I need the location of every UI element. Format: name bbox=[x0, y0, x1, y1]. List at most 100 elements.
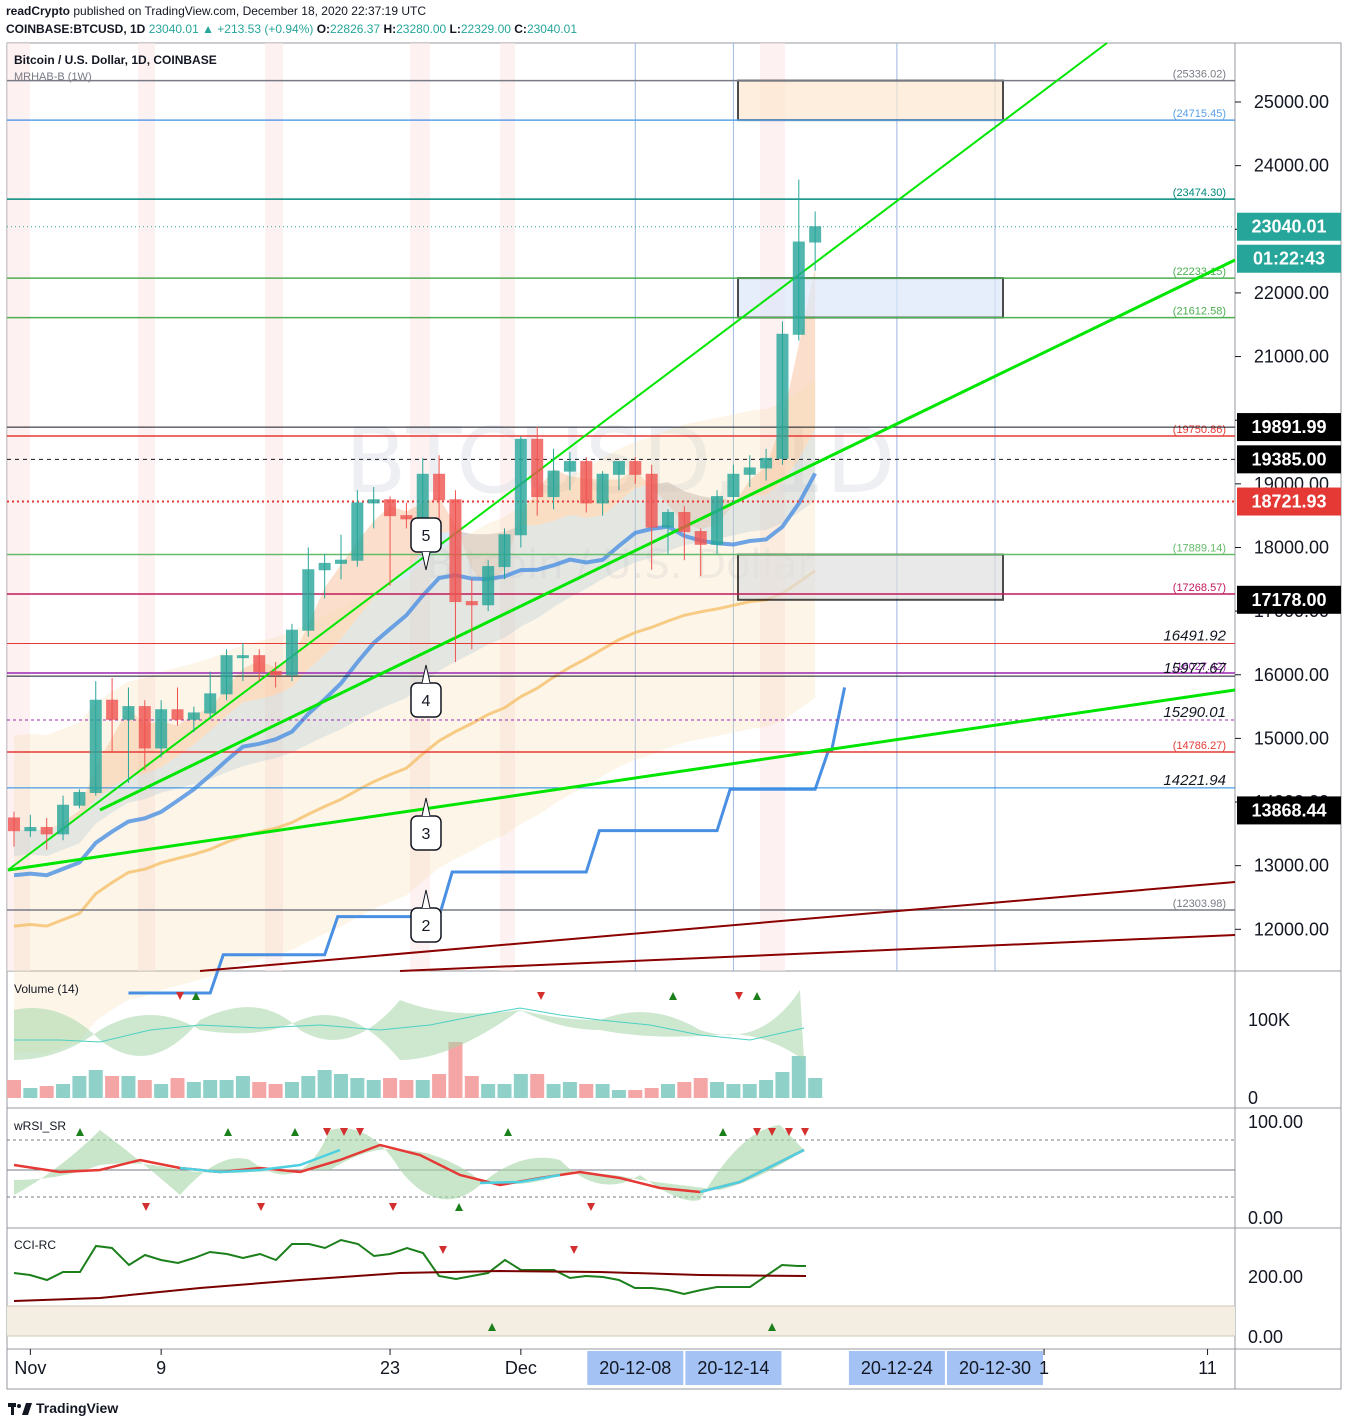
wrsi-line-cyan-1 bbox=[179, 1148, 341, 1174]
candle-body-43 bbox=[711, 496, 724, 545]
time-axis[interactable]: 20-12-08 20-12-14 20-12-24 20-12-30 Nov 9 23 De… bbox=[14, 1349, 1217, 1385]
candle-body-40 bbox=[662, 511, 674, 528]
mid-ma-cloud bbox=[14, 428, 816, 857]
candle-body-4 bbox=[73, 791, 86, 806]
trend-line-steep bbox=[7, 42, 1108, 871]
level-label-12: (14786.27) bbox=[1173, 740, 1226, 752]
wrsi-signal-6 bbox=[340, 1128, 348, 1136]
wrsi-signal-0 bbox=[76, 1128, 84, 1136]
wave-label-0: 5 bbox=[422, 528, 431, 545]
price-badge-5 bbox=[1237, 585, 1341, 614]
volume-bar-36 bbox=[595, 1084, 610, 1098]
candle-body-1 bbox=[24, 826, 37, 832]
volume-bar-48 bbox=[791, 1056, 806, 1098]
volume-signal-0 bbox=[176, 992, 184, 1000]
candle-body-47 bbox=[776, 333, 789, 459]
price-badge-label-5: 17178.00 bbox=[1251, 590, 1326, 610]
session-band-5 bbox=[760, 43, 785, 971]
upper-zone-box bbox=[737, 79, 1004, 122]
volume-bar-14 bbox=[235, 1076, 250, 1098]
volume-signal-5 bbox=[753, 992, 761, 1000]
volume-bar-23 bbox=[383, 1078, 398, 1098]
candle-body-5 bbox=[89, 699, 102, 793]
y-tick-label-10: 15000.00 bbox=[1254, 728, 1329, 748]
volume-bar-1 bbox=[23, 1088, 38, 1098]
level-label-5: (19750.86) bbox=[1173, 424, 1226, 436]
volume-bar-5 bbox=[88, 1070, 103, 1098]
candle-body-12 bbox=[204, 693, 217, 714]
volume-bar-20 bbox=[334, 1074, 348, 1098]
dark-red-line-2 bbox=[399, 934, 1236, 972]
wrsi-signal-16 bbox=[801, 1128, 809, 1136]
session-band-0 bbox=[7, 43, 30, 971]
candle-body-25 bbox=[416, 473, 429, 520]
volume-pane-title: Volume (14) bbox=[14, 982, 79, 996]
volume-bar-17 bbox=[284, 1082, 299, 1098]
mid-ma-line bbox=[13, 472, 817, 878]
cci-signal-2 bbox=[488, 1323, 496, 1331]
volume-bar-2 bbox=[39, 1086, 54, 1098]
published-text: published on TradingView.com, December 1… bbox=[73, 4, 427, 18]
wave-pointer-3 bbox=[421, 889, 431, 909]
close-value: 23040.01 bbox=[526, 22, 577, 36]
candle-body-33 bbox=[547, 470, 560, 498]
publish-header: readCrypto published on TradingView.com,… bbox=[6, 4, 426, 18]
volume-bar-25 bbox=[415, 1080, 430, 1098]
candle-body-22 bbox=[367, 499, 380, 504]
candle-body-35 bbox=[580, 461, 593, 504]
cci-signal-3 bbox=[768, 1323, 776, 1331]
level-label-9: (16027.42) bbox=[1173, 661, 1226, 673]
wrsi-line-cyan-3 bbox=[699, 1148, 805, 1194]
date-badge-1 bbox=[685, 1351, 782, 1385]
wrsi-axis-0: 100.00 bbox=[1248, 1112, 1303, 1132]
volume-bar-46 bbox=[759, 1080, 774, 1098]
dark-red-line-1 bbox=[199, 881, 1236, 972]
volume-bar-40 bbox=[661, 1084, 675, 1098]
x-tick-label-2: 23 bbox=[380, 1358, 400, 1378]
volume-ma-line bbox=[14, 1007, 805, 1043]
wave-label-3: 2 bbox=[422, 918, 431, 935]
footer: TradingView bbox=[8, 1400, 118, 1416]
volume-bar-34 bbox=[562, 1082, 577, 1098]
wave-label-2: 3 bbox=[422, 826, 431, 843]
mid-zone-box bbox=[737, 277, 1004, 319]
candle-body-16 bbox=[269, 671, 282, 676]
candle-body-49 bbox=[809, 226, 822, 243]
candle-body-6 bbox=[106, 699, 119, 720]
wrsi-signal-1 bbox=[142, 1203, 150, 1211]
volume-bar-31 bbox=[513, 1074, 528, 1098]
cci-pane-title: CCI-RC bbox=[14, 1238, 56, 1252]
volume-bar-29 bbox=[481, 1084, 496, 1098]
wrsi-signal-9 bbox=[455, 1203, 463, 1211]
wrsi-line bbox=[13, 1143, 805, 1194]
y-tick-label-7: 18000.00 bbox=[1254, 537, 1329, 557]
wrsi-signal-4 bbox=[291, 1128, 299, 1136]
volume-bar-7 bbox=[121, 1076, 136, 1098]
volume-bar-43 bbox=[710, 1082, 725, 1098]
volume-bar-41 bbox=[677, 1082, 692, 1098]
candle-body-3 bbox=[57, 804, 70, 835]
level-label-11: 15290.01 bbox=[1163, 704, 1226, 721]
volume-signal-2 bbox=[537, 992, 545, 1000]
candles[interactable] bbox=[8, 179, 822, 850]
level-label-0: (25336.02) bbox=[1173, 69, 1226, 81]
volume-bar-26 bbox=[432, 1074, 447, 1098]
date-badge-2 bbox=[848, 1351, 945, 1385]
wave-pointer-0 bbox=[421, 551, 431, 571]
cci-line bbox=[13, 1238, 806, 1296]
candle-body-8 bbox=[138, 706, 151, 749]
candle-body-21 bbox=[351, 502, 364, 561]
wrsi-signal-13 bbox=[753, 1128, 761, 1136]
price-axis[interactable]: 25000.0024000.0023000.0022000.0021000.00… bbox=[1235, 92, 1341, 939]
candle-body-29 bbox=[482, 566, 495, 606]
price-badge-label-1: 01:22:43 bbox=[1253, 249, 1325, 269]
level-label-8: 16491.92 bbox=[1163, 627, 1226, 644]
wrsi-cloud bbox=[14, 1125, 804, 1201]
volume-signal-1 bbox=[192, 992, 200, 1000]
cci-lower-zone bbox=[7, 1306, 1235, 1336]
price-badge-2 bbox=[1237, 413, 1341, 442]
price-levels: (25336.02) (24715.45) (23474.30) (22233.15)… bbox=[7, 69, 1235, 911]
volume-axis-1: 0 bbox=[1248, 1088, 1258, 1108]
level-label-4: (21612.58) bbox=[1173, 306, 1226, 318]
